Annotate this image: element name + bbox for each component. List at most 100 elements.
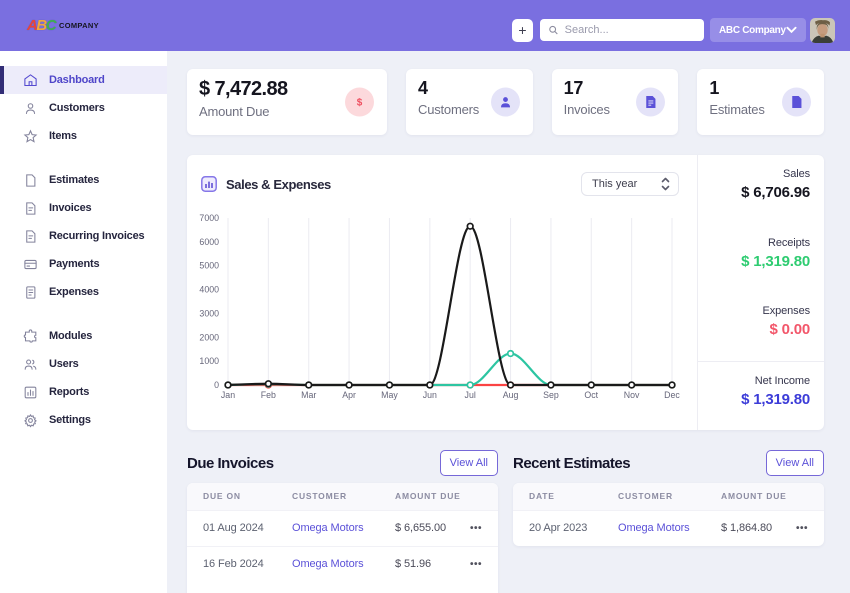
logo-letter: A (27, 17, 38, 34)
stat-value: $ 7,472.88 (199, 78, 288, 100)
cell-date: 01 Aug 2024 (187, 509, 292, 546)
summary-label: Receipts (768, 236, 810, 249)
stat-card-amount-due: $ 7,472.88 Amount Due $ (187, 69, 387, 135)
report-icon-wrap (23, 385, 38, 400)
home-icon (24, 73, 37, 86)
chart-title: Sales & Expenses (226, 176, 331, 192)
svg-text:2000: 2000 (199, 332, 219, 342)
invoice-fill-icon (646, 95, 656, 109)
sidebar-item-users[interactable]: Users (0, 350, 167, 378)
svg-text:7000: 7000 (199, 213, 219, 223)
cell-date: 16 Feb 2024 (187, 545, 292, 582)
sidebar-group-3: Modules Users Reports Settings (0, 322, 167, 434)
chart-range-select[interactable]: This year (581, 172, 679, 196)
chevron-down-icon (786, 26, 797, 34)
sidebar-item-label: Expenses (49, 286, 99, 298)
column-header-date: DATE (513, 483, 618, 510)
svg-text:Jan: Jan (221, 390, 235, 400)
view-all-button-due-invoices[interactable]: View All (439, 450, 498, 476)
sidebar-item-label: Recurring Invoices (49, 230, 145, 242)
svg-text:Feb: Feb (261, 390, 276, 400)
sales-expenses-line-chart: 0 1000 2000 3000 4000 5000 6000 7000 Jan Feb Mar Ap… (199, 213, 680, 400)
sidebar-item-modules[interactable]: Modules (0, 322, 167, 350)
quick-add-button[interactable]: + (512, 18, 533, 42)
report-icon (24, 386, 37, 398)
company-logo[interactable]: ABC COMPANY (0, 17, 167, 34)
recurring-invoice-icon-wrap (23, 229, 38, 244)
expense-icon (26, 285, 36, 299)
column-header-customer: CUSTOMER (618, 483, 721, 510)
summary-value: $ 6,706.96 (741, 184, 810, 201)
chart-card-icon (201, 176, 217, 192)
payment-icon-wrap (23, 257, 38, 272)
bottom-tables-row: Due Invoices View All DUE ON CUSTOMER AMOUNT… (187, 449, 824, 593)
estimate-icon (26, 173, 36, 187)
sidebar-item-label: Users (49, 358, 79, 370)
sidebar-item-dashboard[interactable]: Dashboard (0, 66, 167, 94)
svg-text:Sep: Sep (543, 390, 559, 400)
column-header-due-on: DUE ON (187, 483, 292, 510)
dollar-icon: $ (357, 98, 363, 109)
recurring-invoice-icon (26, 229, 36, 243)
cell-customer-link[interactable]: Omega Motors (292, 545, 395, 582)
svg-text:Dec: Dec (664, 390, 680, 400)
sidebar: Dashboard Customers Items Estimates Invoices… (0, 51, 167, 593)
table-row: 01 Aug 2024 Omega Motors $ 6,655.00 ••• (187, 509, 498, 546)
summary-sales: Sales $ 6,706.96 (698, 155, 824, 224)
svg-text:Jul: Jul (465, 390, 476, 400)
cell-amount: $ 6,655.00 (395, 509, 467, 546)
cell-amount: $ 1,864.80 (721, 509, 793, 546)
sidebar-item-estimates[interactable]: Estimates (0, 166, 167, 194)
sidebar-group-2: Estimates Invoices Recurring Invoices Payme… (0, 166, 167, 306)
sidebar-item-items[interactable]: Items (0, 122, 167, 150)
topbar: ABC COMPANY + ABC Company (0, 0, 850, 51)
sidebar-item-settings[interactable]: Settings (0, 406, 167, 434)
user-avatar[interactable] (810, 17, 835, 43)
sidebar-item-customers[interactable]: Customers (0, 94, 167, 122)
table-header-row: DATE CUSTOMER AMOUNT DUE (513, 483, 824, 510)
search-input[interactable] (564, 24, 696, 36)
company-selector-button[interactable]: ABC Company (710, 18, 806, 42)
svg-text:$: $ (357, 98, 363, 109)
section-header: Due Invoices View All (187, 449, 498, 477)
select-updown-icon (661, 177, 670, 191)
sidebar-item-payments[interactable]: Payments (0, 250, 167, 278)
settings-icon-wrap (23, 413, 38, 428)
home-icon-wrap (23, 73, 38, 88)
estimate-icon-wrap (23, 173, 38, 188)
table-row: 16 Feb 2024 Omega Motors $ 51.96 ••• (187, 545, 498, 582)
column-header-amount-due: AMOUNT DUE (395, 483, 467, 510)
stat-label: Invoices (563, 102, 610, 117)
sidebar-item-invoices[interactable]: Invoices (0, 194, 167, 222)
topbar-actions: + ABC Company (512, 17, 850, 43)
cell-customer-link[interactable]: Omega Motors (292, 509, 395, 546)
column-header-customer: CUSTOMER (292, 483, 395, 510)
view-all-button-recent-estimates[interactable]: View All (765, 450, 824, 476)
svg-text:4000: 4000 (199, 285, 219, 295)
expense-icon-wrap (23, 285, 38, 300)
estimate-fill-icon-badge (782, 87, 812, 117)
sales-expenses-card: Sales & Expenses This year 0 1000 2000 3000… (187, 155, 824, 430)
main-content: $ 7,472.88 Amount Due $4 Customers 17 Invoice… (167, 51, 850, 593)
sidebar-item-expenses[interactable]: Expenses (0, 278, 167, 306)
chart-area: Sales & Expenses This year 0 1000 2000 3000… (187, 155, 697, 430)
sidebar-item-label: Settings (49, 414, 91, 426)
settings-icon (24, 413, 37, 427)
sidebar-item-reports[interactable]: Reports (0, 378, 167, 406)
row-menu-icon[interactable]: ••• (469, 523, 482, 534)
summary-label: Net Income (754, 374, 810, 387)
sidebar-item-label: Estimates (49, 174, 100, 186)
sidebar-group-1: Dashboard Customers Items (0, 66, 167, 150)
table-card-due-invoices: DUE ON CUSTOMER AMOUNT DUE 01 Aug 2024 Omega… (187, 483, 498, 593)
chart-header: Sales & Expenses This year (187, 155, 697, 196)
section-recent-estimates: Recent Estimates View All DATE CUSTOMER AMOU… (513, 449, 824, 593)
svg-text:Aug: Aug (503, 390, 519, 400)
row-menu-icon[interactable]: ••• (795, 523, 808, 535)
svg-text:Nov: Nov (624, 390, 640, 400)
cell-customer-link[interactable]: Omega Motors (618, 509, 721, 546)
summary-label: Expenses (762, 305, 810, 317)
logo-abc-letters: ABC (27, 17, 57, 34)
search-box[interactable] (540, 19, 704, 41)
sidebar-item-recurring-invoices[interactable]: Recurring Invoices (0, 222, 167, 250)
row-menu-icon[interactable]: ••• (469, 559, 482, 571)
